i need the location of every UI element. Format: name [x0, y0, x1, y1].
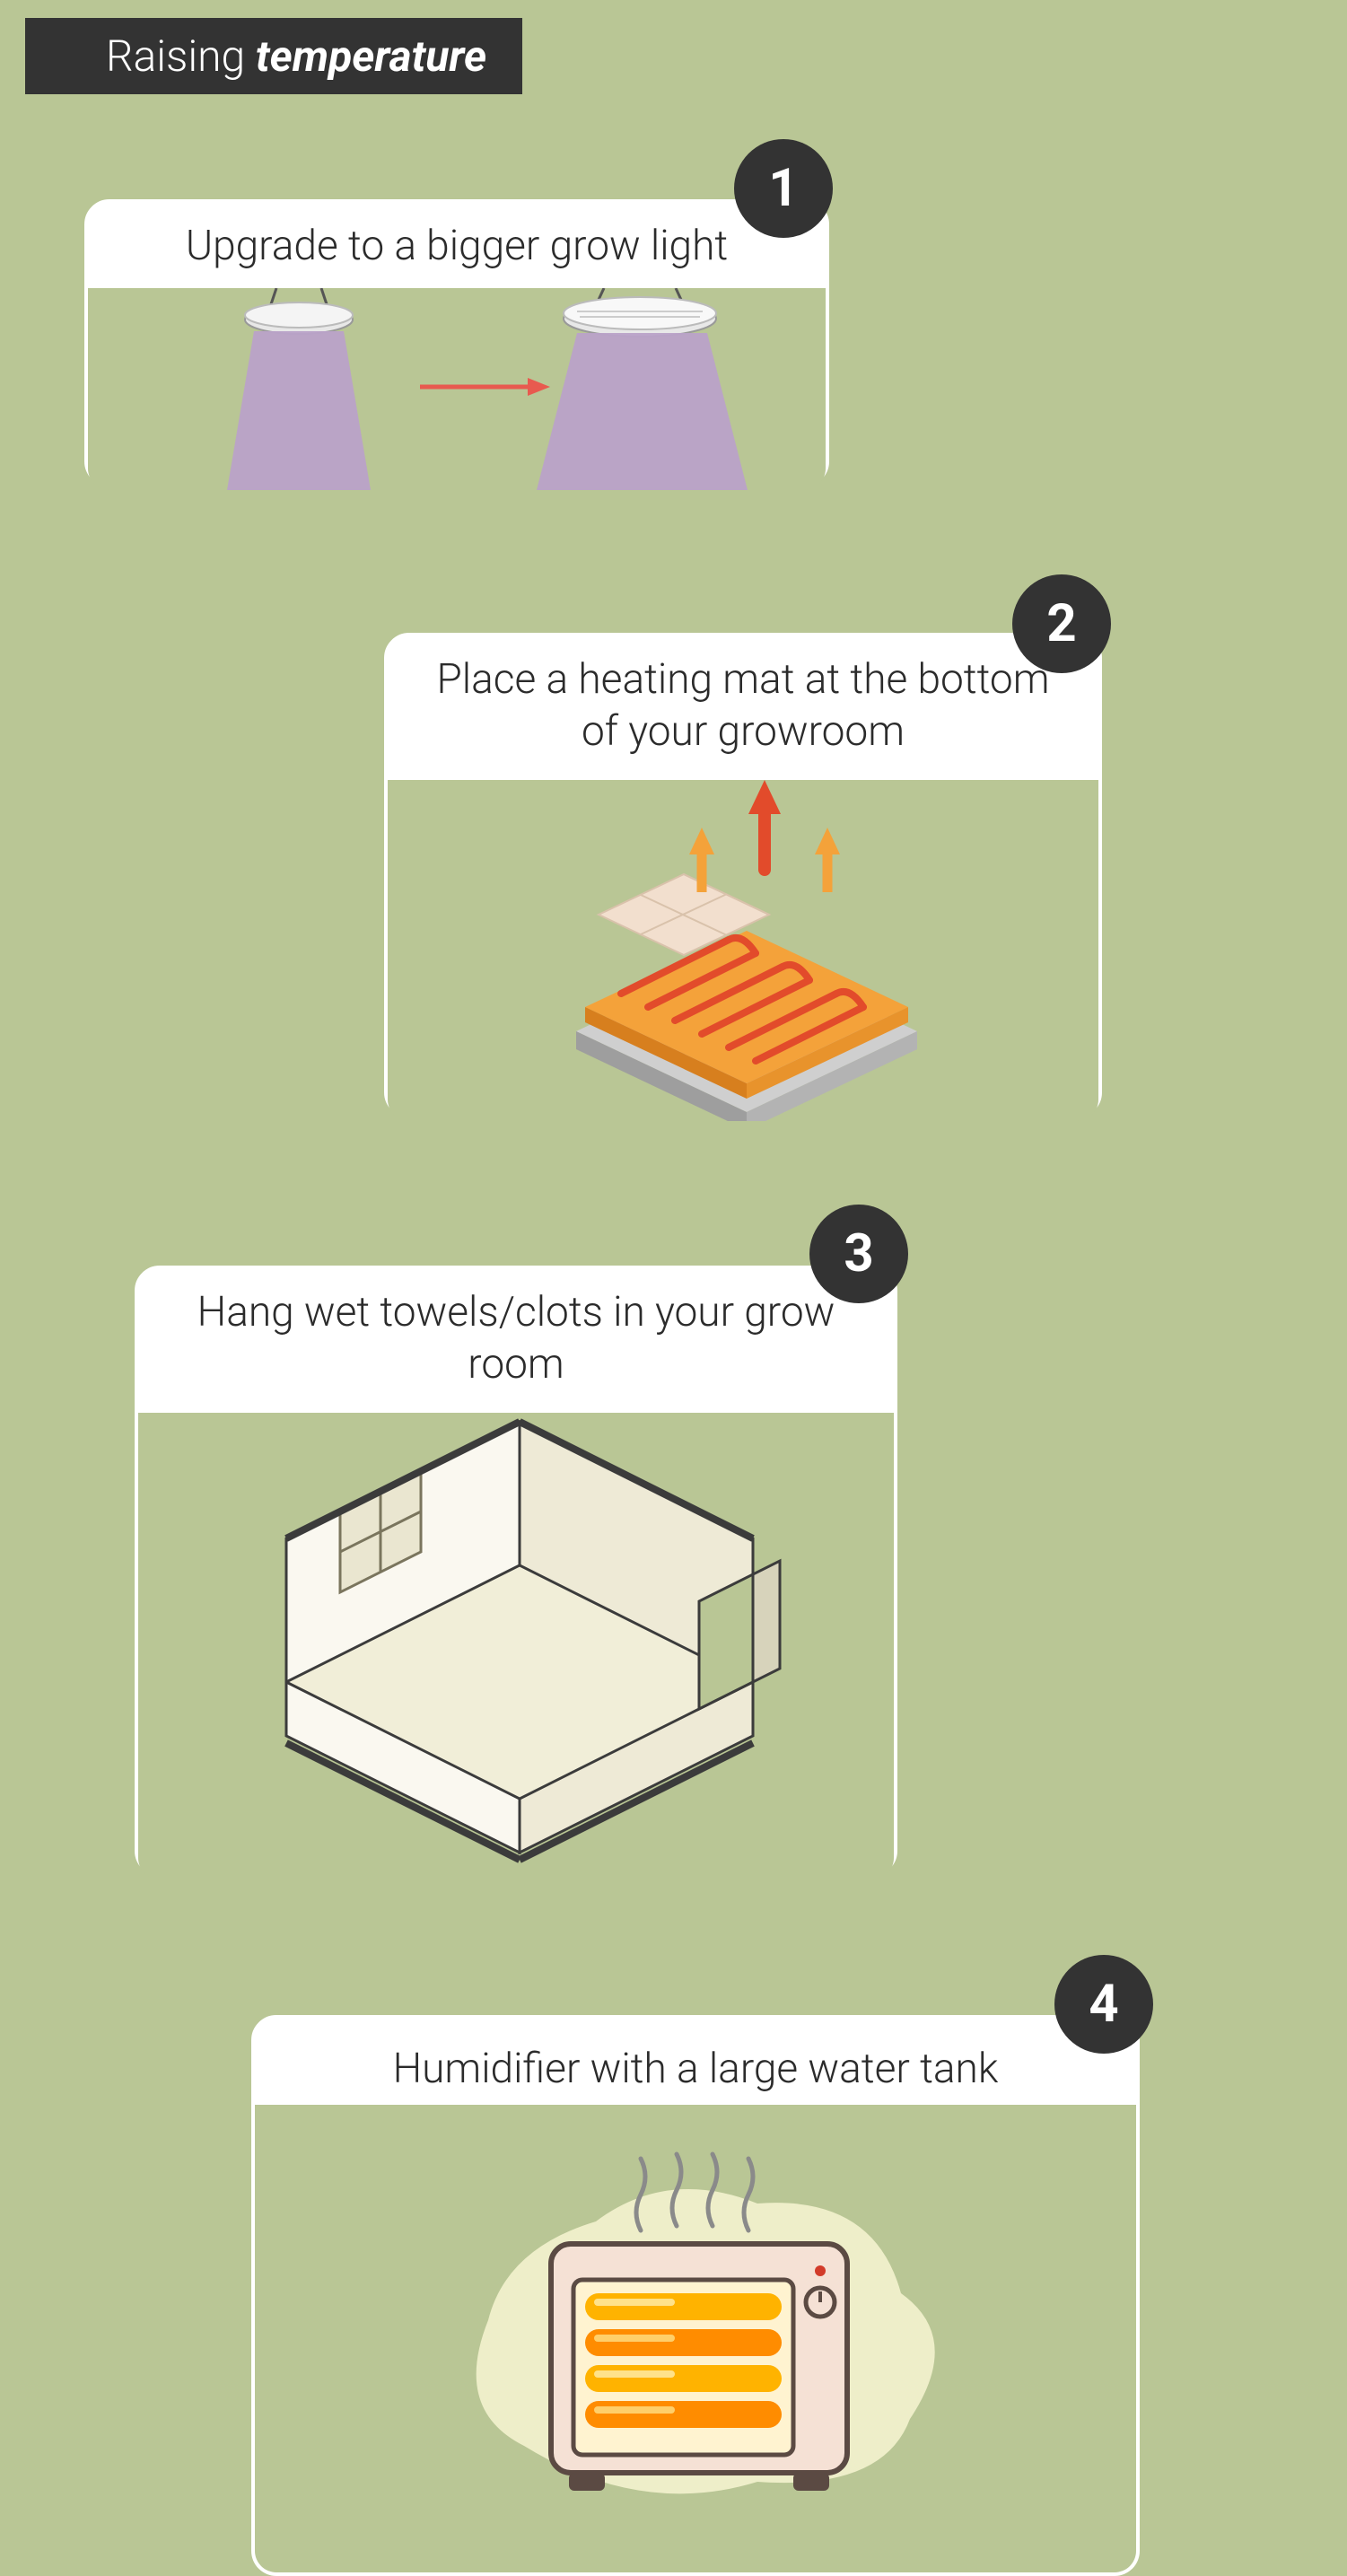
grow-lights-illustration: [88, 288, 826, 490]
badge-4: 4: [1054, 1955, 1153, 2054]
header-emph: temperature: [256, 31, 486, 82]
badge-2: 2: [1012, 574, 1111, 673]
card-3-title: Hang wet towels/clots in your grow room: [174, 1287, 858, 1390]
card-2: Place a heating mat at the bottom of you…: [384, 633, 1102, 1117]
badge-3: 3: [809, 1205, 908, 1303]
page-header: Raising temperature: [25, 18, 522, 94]
badge-4-num: 4: [1089, 1974, 1118, 2035]
card-1: Upgrade to a bigger grow light: [84, 199, 829, 486]
badge-3-num: 3: [844, 1223, 873, 1284]
header-prefix: Raising: [106, 31, 256, 82]
heating-mat-illustration: [388, 780, 1098, 1121]
badge-1: 1: [734, 139, 833, 238]
badge-2-num: 2: [1046, 593, 1076, 654]
room-illustration: [138, 1413, 894, 1879]
card-4-title: Humidifier with a large water tank: [291, 2044, 1100, 2096]
card-1-title: Upgrade to a bigger grow light: [124, 221, 790, 273]
card-4-illustration-area: [251, 2105, 1140, 2576]
card-2-title: Place a heating mat at the bottom of you…: [424, 654, 1063, 758]
card-3: Hang wet towels/clots in your grow room: [135, 1266, 897, 1876]
badge-1-num: 1: [768, 158, 798, 219]
